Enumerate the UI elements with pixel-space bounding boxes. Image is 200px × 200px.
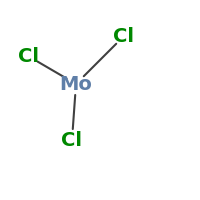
Text: Cl: Cl xyxy=(114,26,134,46)
Text: Cl: Cl xyxy=(18,46,38,66)
Text: Mo: Mo xyxy=(60,75,92,94)
Text: Cl: Cl xyxy=(62,130,83,150)
